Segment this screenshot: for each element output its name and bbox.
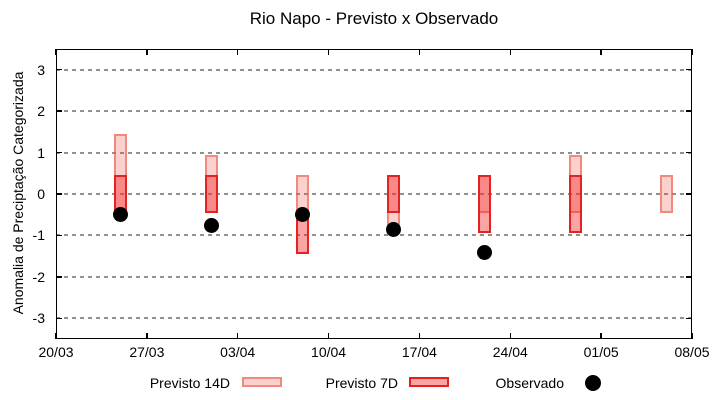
y-tick-right--2 bbox=[686, 276, 692, 278]
y-tick-label-2: 2 bbox=[37, 103, 45, 120]
x-tick-label-20/03: 20/03 bbox=[38, 344, 74, 360]
bar-previsto-7d-01/04 bbox=[205, 175, 219, 213]
x-tick-bottom-20/03 bbox=[55, 333, 57, 339]
x-tick-top-08/05 bbox=[691, 49, 693, 55]
y-tick-right--1 bbox=[686, 234, 692, 237]
gridline-y--3 bbox=[56, 317, 692, 320]
y-tick-right-1 bbox=[686, 151, 692, 154]
x-tick-top-01/05 bbox=[600, 49, 602, 55]
bar-previsto-14d-06/05 bbox=[659, 175, 673, 213]
gridline-y-2 bbox=[56, 110, 692, 113]
bar-previsto-7d-22/04 bbox=[477, 175, 491, 234]
gridline-y--1 bbox=[56, 234, 692, 237]
x-tick-bottom-17/04 bbox=[418, 333, 421, 339]
y-tick-left-1 bbox=[56, 151, 62, 154]
y-tick-label--3: -3 bbox=[32, 310, 45, 327]
y-tick-left--3 bbox=[56, 317, 62, 320]
gridline-y-3 bbox=[56, 68, 692, 71]
legend-marker-observado bbox=[585, 375, 601, 391]
y-tick-left-2 bbox=[56, 110, 62, 112]
y-tick-left-3 bbox=[56, 68, 62, 71]
legend-label-observado: Observado bbox=[495, 375, 564, 391]
observed-dot-08/04 bbox=[295, 207, 311, 223]
x-tick-bottom-27/03 bbox=[146, 333, 148, 339]
y-tick-label-0: 0 bbox=[37, 186, 45, 202]
observed-dot-15/04 bbox=[385, 221, 401, 237]
x-tick-top-03/04 bbox=[236, 49, 239, 55]
x-tick-top-10/04 bbox=[327, 49, 330, 55]
x-tick-bottom-10/04 bbox=[327, 333, 330, 339]
y-tick-right-3 bbox=[686, 68, 692, 71]
legend-swatch-previsto-14d bbox=[242, 377, 282, 387]
legend-label-previsto-7d: Previsto 7D bbox=[325, 375, 398, 391]
y-tick-right-2 bbox=[686, 110, 692, 112]
y-tick-label--2: -2 bbox=[32, 268, 45, 285]
observed-dot-22/04 bbox=[476, 244, 492, 260]
x-tick-label-24/04: 24/04 bbox=[492, 344, 528, 360]
y-tick-right-0 bbox=[686, 193, 692, 195]
y-tick-label-1: 1 bbox=[37, 144, 45, 161]
x-tick-label-01/05: 01/05 bbox=[583, 344, 619, 360]
x-tick-bottom-03/04 bbox=[236, 333, 239, 339]
gridline-y-1 bbox=[56, 151, 692, 154]
observed-dot-01/04 bbox=[204, 217, 220, 233]
gridline-y-0 bbox=[56, 193, 692, 195]
x-tick-label-10/04: 10/04 bbox=[311, 344, 347, 360]
y-tick-label-3: 3 bbox=[37, 61, 45, 78]
observed-dot-25/03 bbox=[113, 207, 129, 223]
x-tick-top-27/03 bbox=[146, 49, 148, 55]
x-tick-label-17/04: 17/04 bbox=[401, 344, 437, 360]
chart-title: Rio Napo - Previsto x Observado bbox=[249, 9, 499, 28]
y-tick-right--3 bbox=[686, 317, 692, 320]
y-tick-left--2 bbox=[56, 276, 62, 278]
x-tick-top-24/04 bbox=[509, 49, 512, 55]
legend-swatch-previsto-7d bbox=[409, 377, 449, 387]
y-tick-label--1: -1 bbox=[32, 227, 45, 244]
x-tick-label-03/04: 03/04 bbox=[220, 344, 256, 360]
x-tick-top-17/04 bbox=[418, 49, 421, 55]
bar-previsto-7d-15/04 bbox=[386, 175, 400, 213]
legend-label-previsto-14d: Previsto 14D bbox=[149, 375, 230, 391]
x-tick-label-27/03: 27/03 bbox=[129, 344, 165, 360]
x-tick-bottom-08/05 bbox=[691, 333, 693, 339]
x-tick-bottom-24/04 bbox=[509, 333, 512, 339]
x-tick-label-08/05: 08/05 bbox=[674, 344, 710, 360]
y-tick-left--1 bbox=[56, 234, 62, 237]
bar-previsto-7d-29/04 bbox=[568, 175, 582, 234]
gridline-y--2 bbox=[56, 275, 692, 278]
x-tick-top-20/03 bbox=[55, 49, 57, 55]
x-tick-bottom-01/05 bbox=[600, 333, 602, 339]
y-tick-left-0 bbox=[56, 193, 62, 195]
